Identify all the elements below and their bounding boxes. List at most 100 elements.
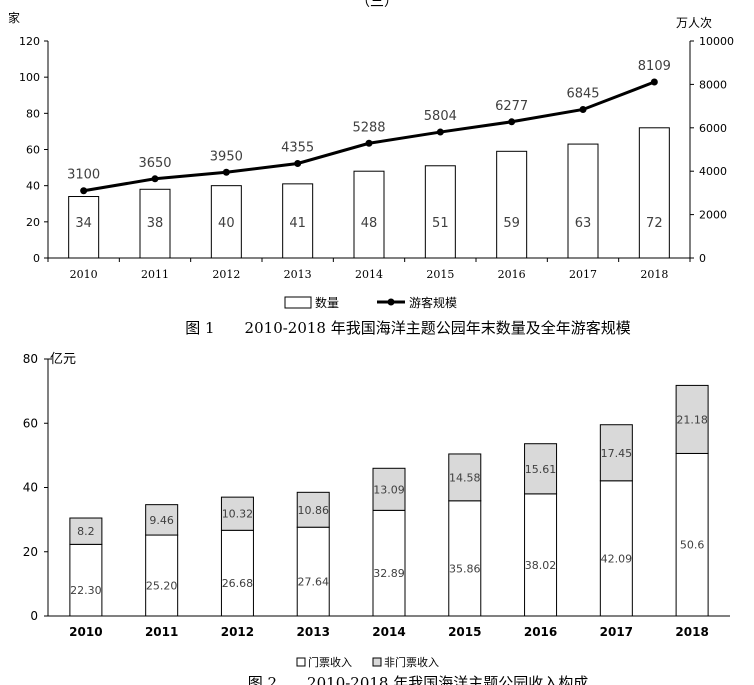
chart1-line-label: 3100 [67,168,100,183]
chart2-y-tick-label: 60 [23,416,38,430]
chart1-x-tick-label: 2018 [640,268,668,281]
chart1-right-tick-label: 10000 [699,35,734,48]
chart1-x-tick-label: 2016 [498,268,526,281]
chart1-bar [210,185,242,259]
chart1-line-point [365,139,373,147]
chart2-bar-ticket [220,529,254,617]
chart1-left-tick-label: 100 [19,71,40,84]
chart2-ticket-label: 35.86 [449,562,481,575]
chart1-line-label: 6277 [495,99,528,114]
chart1-bar [353,170,385,259]
chart2-x-tick-label: 2015 [448,625,481,639]
chart2-nonticket-label: 10.32 [222,508,254,521]
chart1-x-tick-label: 2011 [141,268,169,281]
chart1-line-point [222,168,230,176]
chart1: 家 万人次 0 20 40 60 80 100 120 0 2000 4000 6000 8000 10… [8,10,734,337]
chart2-bar-nonticket [145,504,179,536]
chart1-legend-bar-label: 数量 [315,295,339,310]
chart2-x-tick-label: 2017 [600,625,633,639]
chart1-bar-label: 41 [289,216,306,231]
chart1-line-label: 8109 [638,59,671,74]
chart1-bar [638,127,670,259]
chart1-legend-bar-swatch [284,296,312,309]
chart2-x-tick-label: 2010 [69,625,102,639]
chart2-ticket-label: 22.30 [70,584,102,597]
chart2-bar-ticket [69,543,103,617]
chart1-line-point [151,175,159,183]
chart1-line-label: 3950 [210,149,243,164]
chart1-line-label: 5288 [352,120,385,135]
chart2-bar-ticket [372,509,406,617]
chart1-legend-line-marker [387,298,395,306]
chart1-x-tick-label: 2010 [70,268,98,281]
chart1-bar [68,196,100,259]
chart2-legend-ticket-swatch [296,657,306,667]
chart2-x-tick-label: 2016 [524,625,557,639]
chart2-nonticket-label: 17.45 [601,447,633,460]
chart1-right-tick-label: 0 [699,252,706,265]
chart1-left-tick-label: 20 [26,216,40,229]
chart1-bar [139,188,171,259]
chart2-ticket-label: 38.02 [525,559,557,572]
chart2-nonticket-label: 14.58 [449,471,481,484]
chart1-legend-line-label: 游客规模 [409,295,457,310]
chart2-nonticket-label: 9.46 [149,514,174,527]
chart2-nonticket-label: 8.2 [77,525,95,538]
chart2-x-tick-label: 2013 [297,625,330,639]
chart1-bar-label: 72 [646,216,663,231]
chart1-left-tick-label: 40 [26,180,40,193]
chart2-bar-ticket [448,500,482,617]
chart2-x-tick-label: 2018 [675,625,708,639]
chart1-bar-label: 34 [75,216,92,231]
chart2-x-tick-label: 2014 [372,625,405,639]
chart1-line-label: 5804 [424,109,457,124]
chart2-bar-nonticket [296,491,330,528]
chart1-line-label: 3650 [138,156,171,171]
chart2-y-tick-label: 20 [23,545,38,559]
chart2-ticket-label: 27.64 [297,576,329,589]
chart2-bar-nonticket [220,496,254,531]
chart1-left-unit: 家 [8,10,20,25]
chart2-bar-ticket [296,526,330,617]
chart1-line-label: 6845 [566,86,599,101]
chart1-line-point [579,105,587,113]
chart2-ticket-label: 42.09 [601,552,633,565]
chart2-legend-ticket-label: 门票收入 [308,655,352,669]
chart1-bar-label: 51 [432,216,449,231]
chart1-line-point [436,128,444,136]
chart2-y-tick-label: 80 [23,352,38,366]
chart2-ticket-label: 50.6 [680,539,705,552]
chart2-bar-nonticket [69,517,103,545]
chart1-left-tick-label: 120 [19,35,40,48]
chart2-bar-ticket [675,452,709,617]
chart1-left-tick-label: 0 [33,252,40,265]
chart2-ticket-label: 32.89 [373,567,405,580]
chart2-x-tick-label: 2012 [221,625,254,639]
chart2-ticket-label: 25.20 [146,580,178,593]
chart2-bar-ticket [599,480,633,617]
chart1-line-point [294,159,302,167]
chart2: 亿元 0 20 40 60 80 2010 2011 2012 2013 2014 2015 2016… [23,352,730,685]
chart2-bar-ticket [145,534,179,617]
chart1-line-label: 4355 [281,140,314,155]
chart2-caption: 图 2 2010-2018 年我国海洋主题公园收入构成 [248,674,589,685]
chart2-nonticket-label: 13.09 [373,483,405,496]
chart1-bar [567,143,599,259]
chart2-bar-nonticket [599,424,633,482]
chart2-bar-ticket [524,493,558,617]
chart1-right-tick-label: 6000 [699,122,727,135]
chart2-unit: 亿元 [50,352,76,367]
chart1-x-tick-label: 2013 [284,268,312,281]
top-fragment: （三） [356,0,398,10]
chart2-legend-nonticket-label: 非门票收入 [384,655,439,669]
chart2-bar-nonticket [524,443,558,495]
chart1-bar-label: 63 [575,216,592,231]
chart1-caption: 图 1 2010-2018 年我国海洋主题公园年末数量及全年游客规模 [185,319,631,337]
chart2-x-tick-label: 2011 [145,625,178,639]
chart1-line-point [650,78,658,86]
chart2-legend-nonticket-swatch [372,657,382,667]
chart1-line-point [80,187,88,195]
chart1-left-tick-label: 60 [26,144,40,157]
chart2-bar-nonticket [372,467,406,511]
